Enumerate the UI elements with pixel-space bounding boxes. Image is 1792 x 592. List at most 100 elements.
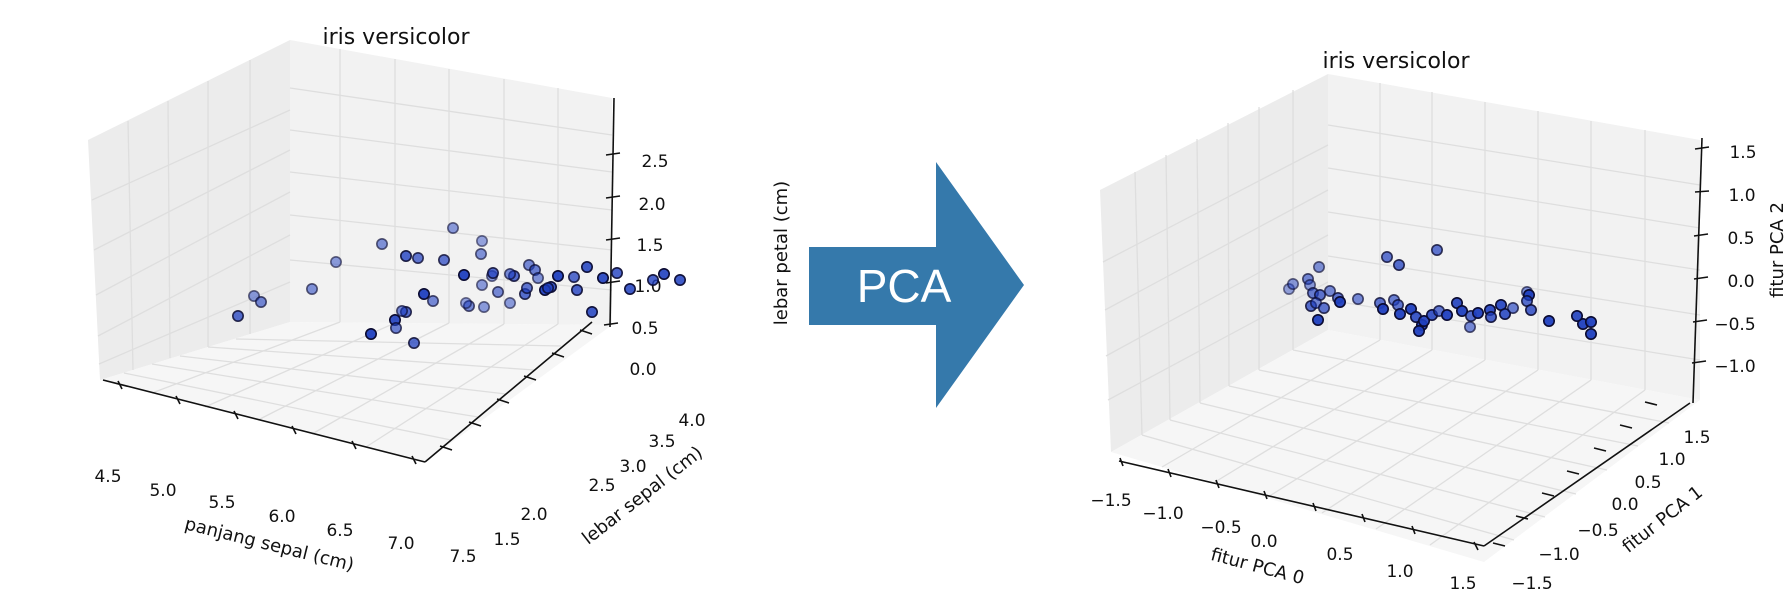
right-z-tick-label: 0.5 bbox=[1727, 229, 1754, 249]
data-point bbox=[541, 281, 554, 294]
data-point bbox=[551, 269, 564, 282]
data-point bbox=[1324, 284, 1337, 297]
left-y-tick-label: 1.5 bbox=[493, 530, 520, 550]
right-y-axis bbox=[1483, 402, 1691, 547]
data-point bbox=[1334, 295, 1347, 308]
data-point bbox=[570, 283, 583, 296]
data-point bbox=[1377, 302, 1390, 315]
left-z-tick-label: 0.5 bbox=[631, 319, 658, 339]
data-point bbox=[486, 266, 499, 279]
right-y-tick-label: 1.5 bbox=[1683, 428, 1710, 448]
right-x-tick-label: 1.5 bbox=[1449, 574, 1476, 592]
data-point bbox=[1381, 251, 1394, 264]
left-x-tick-label: 7.0 bbox=[387, 534, 414, 554]
data-point bbox=[1525, 303, 1538, 316]
left-z-axis bbox=[609, 97, 615, 328]
right-z-ticks bbox=[1691, 146, 1710, 364]
data-point bbox=[1418, 314, 1431, 327]
left-x-ticks bbox=[117, 380, 417, 465]
right-z-tick-label: 0.0 bbox=[1727, 272, 1754, 292]
data-point bbox=[477, 300, 490, 313]
left-x-tick-labels: 4.5 5.0 5.5 6.0 6.5 7.0 7.5 bbox=[94, 467, 476, 567]
left-z-tick-label: 2.0 bbox=[638, 195, 665, 215]
data-point bbox=[475, 278, 488, 291]
right-grid-floor bbox=[1141, 339, 1670, 546]
data-point bbox=[531, 271, 544, 284]
data-point bbox=[411, 252, 424, 265]
left-z-tick-labels: 0.0 0.5 1.0 1.5 2.0 2.5 bbox=[629, 152, 668, 380]
right-y-tick-label: 0.0 bbox=[1611, 495, 1638, 515]
data-point bbox=[585, 305, 598, 318]
right-scatter-points bbox=[1283, 244, 1598, 340]
right-x-ticks bbox=[1119, 457, 1479, 551]
data-point bbox=[1499, 307, 1512, 320]
right-pane-left bbox=[1100, 74, 1328, 452]
left-y-tick-label: 2.0 bbox=[520, 505, 547, 525]
left-x-tick-label: 5.5 bbox=[208, 493, 235, 513]
left-plot-title: iris versicolor bbox=[322, 25, 470, 50]
data-point bbox=[1312, 313, 1325, 326]
left-z-tick-label: 2.5 bbox=[641, 152, 668, 172]
data-point bbox=[1318, 301, 1331, 314]
data-point bbox=[375, 238, 388, 251]
data-point bbox=[1393, 258, 1406, 271]
right-3d-plot: iris versicolor −1.5 −1.0 −0.5 0.0 0.5 1… bbox=[1090, 49, 1788, 592]
data-point bbox=[1441, 308, 1454, 321]
data-point bbox=[520, 281, 533, 294]
right-y-axis-label: fitur PCA 1 bbox=[1618, 482, 1706, 558]
data-point bbox=[407, 336, 420, 349]
data-point bbox=[596, 271, 609, 284]
right-z-tick-label: −0.5 bbox=[1714, 315, 1755, 335]
left-y-tick-label: 3.0 bbox=[619, 457, 646, 477]
left-y-ticks bbox=[439, 329, 593, 451]
data-point bbox=[491, 285, 504, 298]
right-x-tick-label: −1.0 bbox=[1142, 504, 1183, 524]
left-z-tick-label: 1.5 bbox=[636, 236, 663, 256]
data-point bbox=[1585, 327, 1598, 340]
left-y-tick-labels: 1.5 2.0 2.5 3.0 3.5 4.0 bbox=[493, 411, 705, 550]
data-point bbox=[1571, 309, 1584, 322]
right-x-axis bbox=[1118, 460, 1485, 547]
data-point bbox=[580, 260, 593, 273]
right-x-tick-label: −1.5 bbox=[1090, 491, 1131, 511]
data-point bbox=[657, 267, 670, 280]
right-z-axis-label: fitur PCA 2 bbox=[1767, 202, 1788, 298]
data-point bbox=[305, 282, 318, 295]
data-point bbox=[1543, 314, 1556, 327]
left-x-tick-label: 7.5 bbox=[449, 547, 476, 567]
data-point bbox=[1456, 304, 1469, 317]
data-point bbox=[1352, 292, 1365, 305]
data-point bbox=[232, 309, 245, 322]
data-point bbox=[503, 296, 516, 309]
right-z-axis bbox=[1692, 137, 1703, 404]
right-x-tick-label: 0.5 bbox=[1326, 545, 1353, 565]
data-point bbox=[395, 304, 408, 317]
left-x-axis bbox=[102, 379, 426, 463]
right-grid-left-pane bbox=[1102, 90, 1329, 436]
pca-arrow: PCA bbox=[809, 162, 1024, 408]
data-point bbox=[1507, 301, 1520, 314]
left-z-axis-label: lebar petal (cm) bbox=[771, 181, 792, 325]
left-y-tick-label: 2.5 bbox=[588, 476, 615, 496]
data-point bbox=[457, 268, 470, 281]
right-pane-floor bbox=[1111, 330, 1700, 562]
left-pane-back bbox=[290, 40, 612, 325]
data-point bbox=[475, 235, 488, 248]
right-x-tick-labels: −1.5 −1.0 −0.5 0.0 0.5 1.0 1.5 bbox=[1090, 491, 1476, 592]
left-3d-plot: iris versicolor 4.5 5.0 5.5 6.0 6.5 7.0 … bbox=[88, 25, 792, 576]
data-point bbox=[389, 321, 402, 334]
data-point bbox=[474, 248, 487, 261]
right-z-tick-labels: −1.0 −0.5 0.0 0.5 1.0 1.5 bbox=[1714, 143, 1756, 377]
data-point bbox=[1394, 307, 1407, 320]
data-point bbox=[364, 327, 377, 340]
data-point bbox=[673, 273, 686, 286]
right-y-tick-label: −1.0 bbox=[1538, 545, 1579, 565]
right-x-tick-label: −0.5 bbox=[1200, 518, 1241, 538]
right-x-tick-label: 0.0 bbox=[1250, 532, 1277, 552]
right-y-tick-label: −0.5 bbox=[1577, 521, 1618, 541]
data-point bbox=[1472, 306, 1485, 319]
right-y-tick-labels: −1.5 −1.0 −0.5 0.0 0.5 1.0 1.5 bbox=[1511, 428, 1710, 592]
data-point bbox=[1431, 244, 1444, 257]
data-point bbox=[255, 295, 268, 308]
